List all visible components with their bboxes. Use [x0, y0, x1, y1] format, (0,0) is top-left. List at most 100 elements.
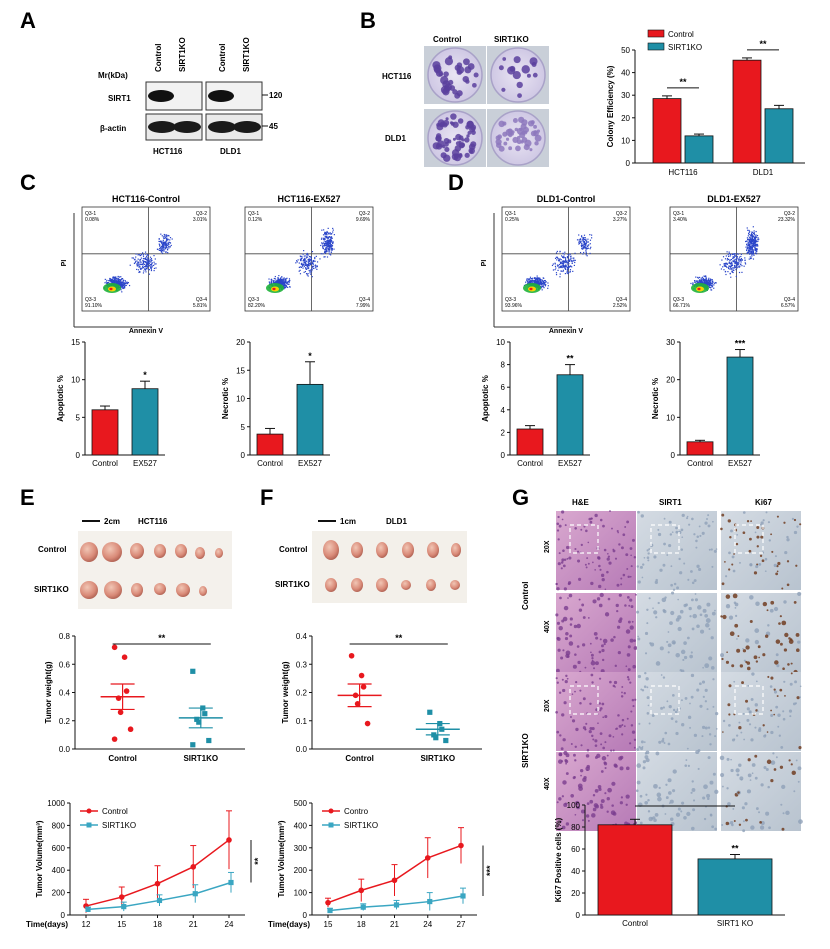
- event-dot: [329, 249, 331, 251]
- event-dot: [751, 233, 753, 236]
- event-dot: [727, 267, 730, 269]
- event-dot: [166, 248, 169, 250]
- cell-nucleus: [720, 772, 725, 778]
- event-dot: [308, 255, 311, 258]
- cell-nucleus: [784, 551, 788, 555]
- event-dot: [581, 248, 584, 250]
- event-dot: [591, 234, 593, 236]
- event-dot: [112, 282, 114, 284]
- y-tick-label: 4: [501, 406, 506, 415]
- event-dot: [748, 251, 750, 253]
- event-dot: [165, 243, 167, 245]
- histology-tile: [636, 591, 717, 673]
- event-dot: [730, 267, 732, 270]
- cell-nucleus: [767, 624, 770, 627]
- event-dot: [753, 249, 755, 251]
- event-dot: [730, 258, 732, 261]
- colony: [465, 79, 470, 84]
- event-dot: [534, 279, 537, 281]
- event-dot: [534, 282, 536, 284]
- event-dot: [312, 265, 315, 267]
- cell-nucleus: [558, 797, 562, 801]
- y-tick-label: 5: [241, 423, 246, 432]
- cell-nucleus: [638, 722, 641, 725]
- event-dot: [126, 282, 128, 284]
- event-dot: [529, 279, 531, 281]
- cell-nucleus: [569, 634, 573, 638]
- tumor: [80, 542, 98, 562]
- event-dot: [752, 235, 754, 237]
- cell-nucleus: [732, 569, 736, 573]
- panel-label-f: F: [260, 485, 273, 510]
- event-dot: [738, 263, 740, 265]
- event-dot: [747, 238, 749, 241]
- event-dot: [326, 237, 328, 239]
- event-dot: [573, 259, 575, 261]
- histology-group-label: Control: [521, 582, 530, 610]
- cell-nucleus: [655, 751, 660, 756]
- event-dot: [328, 248, 330, 251]
- event-dot: [559, 273, 561, 275]
- cell-nucleus: [591, 657, 594, 660]
- cell-nucleus: [574, 813, 577, 816]
- panel-label-g: G: [512, 485, 529, 510]
- event-dot: [737, 264, 739, 266]
- event-dot: [706, 282, 708, 284]
- cell-nucleus: [780, 803, 783, 806]
- event-dot: [311, 265, 314, 267]
- cell-nucleus: [625, 766, 630, 771]
- quadrant-label: 3.27%: [613, 217, 628, 223]
- cell-nucleus: [641, 689, 645, 692]
- tumor: [154, 583, 166, 595]
- event-dot: [285, 278, 287, 280]
- legend-label: Control: [668, 30, 694, 39]
- cell-nucleus: [691, 627, 695, 631]
- event-dot: [532, 280, 534, 282]
- cell-nucleus: [798, 819, 803, 825]
- event-dot: [749, 248, 752, 250]
- event-dot: [146, 259, 148, 261]
- event-dot: [566, 262, 568, 264]
- event-dot: [709, 281, 711, 283]
- cell-nucleus: [701, 735, 704, 738]
- event-dot: [120, 281, 122, 283]
- event-dot: [750, 246, 752, 249]
- cell-nucleus: [793, 600, 797, 604]
- cell-nucleus: [714, 711, 719, 716]
- event-dot: [750, 252, 752, 254]
- cell-nucleus: [639, 794, 643, 798]
- event-dot: [578, 239, 580, 241]
- event-dot: [583, 240, 585, 243]
- event-dot: [289, 279, 291, 282]
- event-dot: [120, 276, 122, 278]
- event-dot: [735, 261, 737, 263]
- cell-nucleus: [774, 555, 777, 558]
- cell-nucleus: [732, 807, 735, 810]
- data-point: [121, 904, 127, 910]
- event-dot: [694, 281, 696, 283]
- quadrant-label: 23.32%: [778, 217, 796, 223]
- event-dot: [753, 239, 755, 242]
- event-dot: [703, 275, 705, 277]
- event-dot: [310, 259, 312, 261]
- event-dot: [288, 278, 291, 280]
- cell-nucleus: [682, 658, 685, 662]
- event-dot: [165, 241, 167, 243]
- event-dot: [122, 280, 124, 282]
- y-tick-label: 8: [501, 361, 506, 370]
- event-dot: [529, 276, 532, 278]
- cell-nucleus: [784, 694, 786, 697]
- event-dot: [322, 238, 325, 240]
- event-dot: [160, 249, 162, 252]
- cell-nucleus: [742, 511, 746, 514]
- colony: [507, 66, 516, 75]
- event-dot: [148, 261, 150, 263]
- event-dot: [320, 238, 323, 240]
- colony: [443, 71, 449, 77]
- event-dot: [110, 278, 112, 280]
- event-dot: [539, 284, 541, 286]
- cell-nucleus: [763, 766, 767, 770]
- cell-nucleus: [644, 631, 649, 636]
- event-dot: [567, 253, 569, 256]
- event-dot: [544, 285, 546, 287]
